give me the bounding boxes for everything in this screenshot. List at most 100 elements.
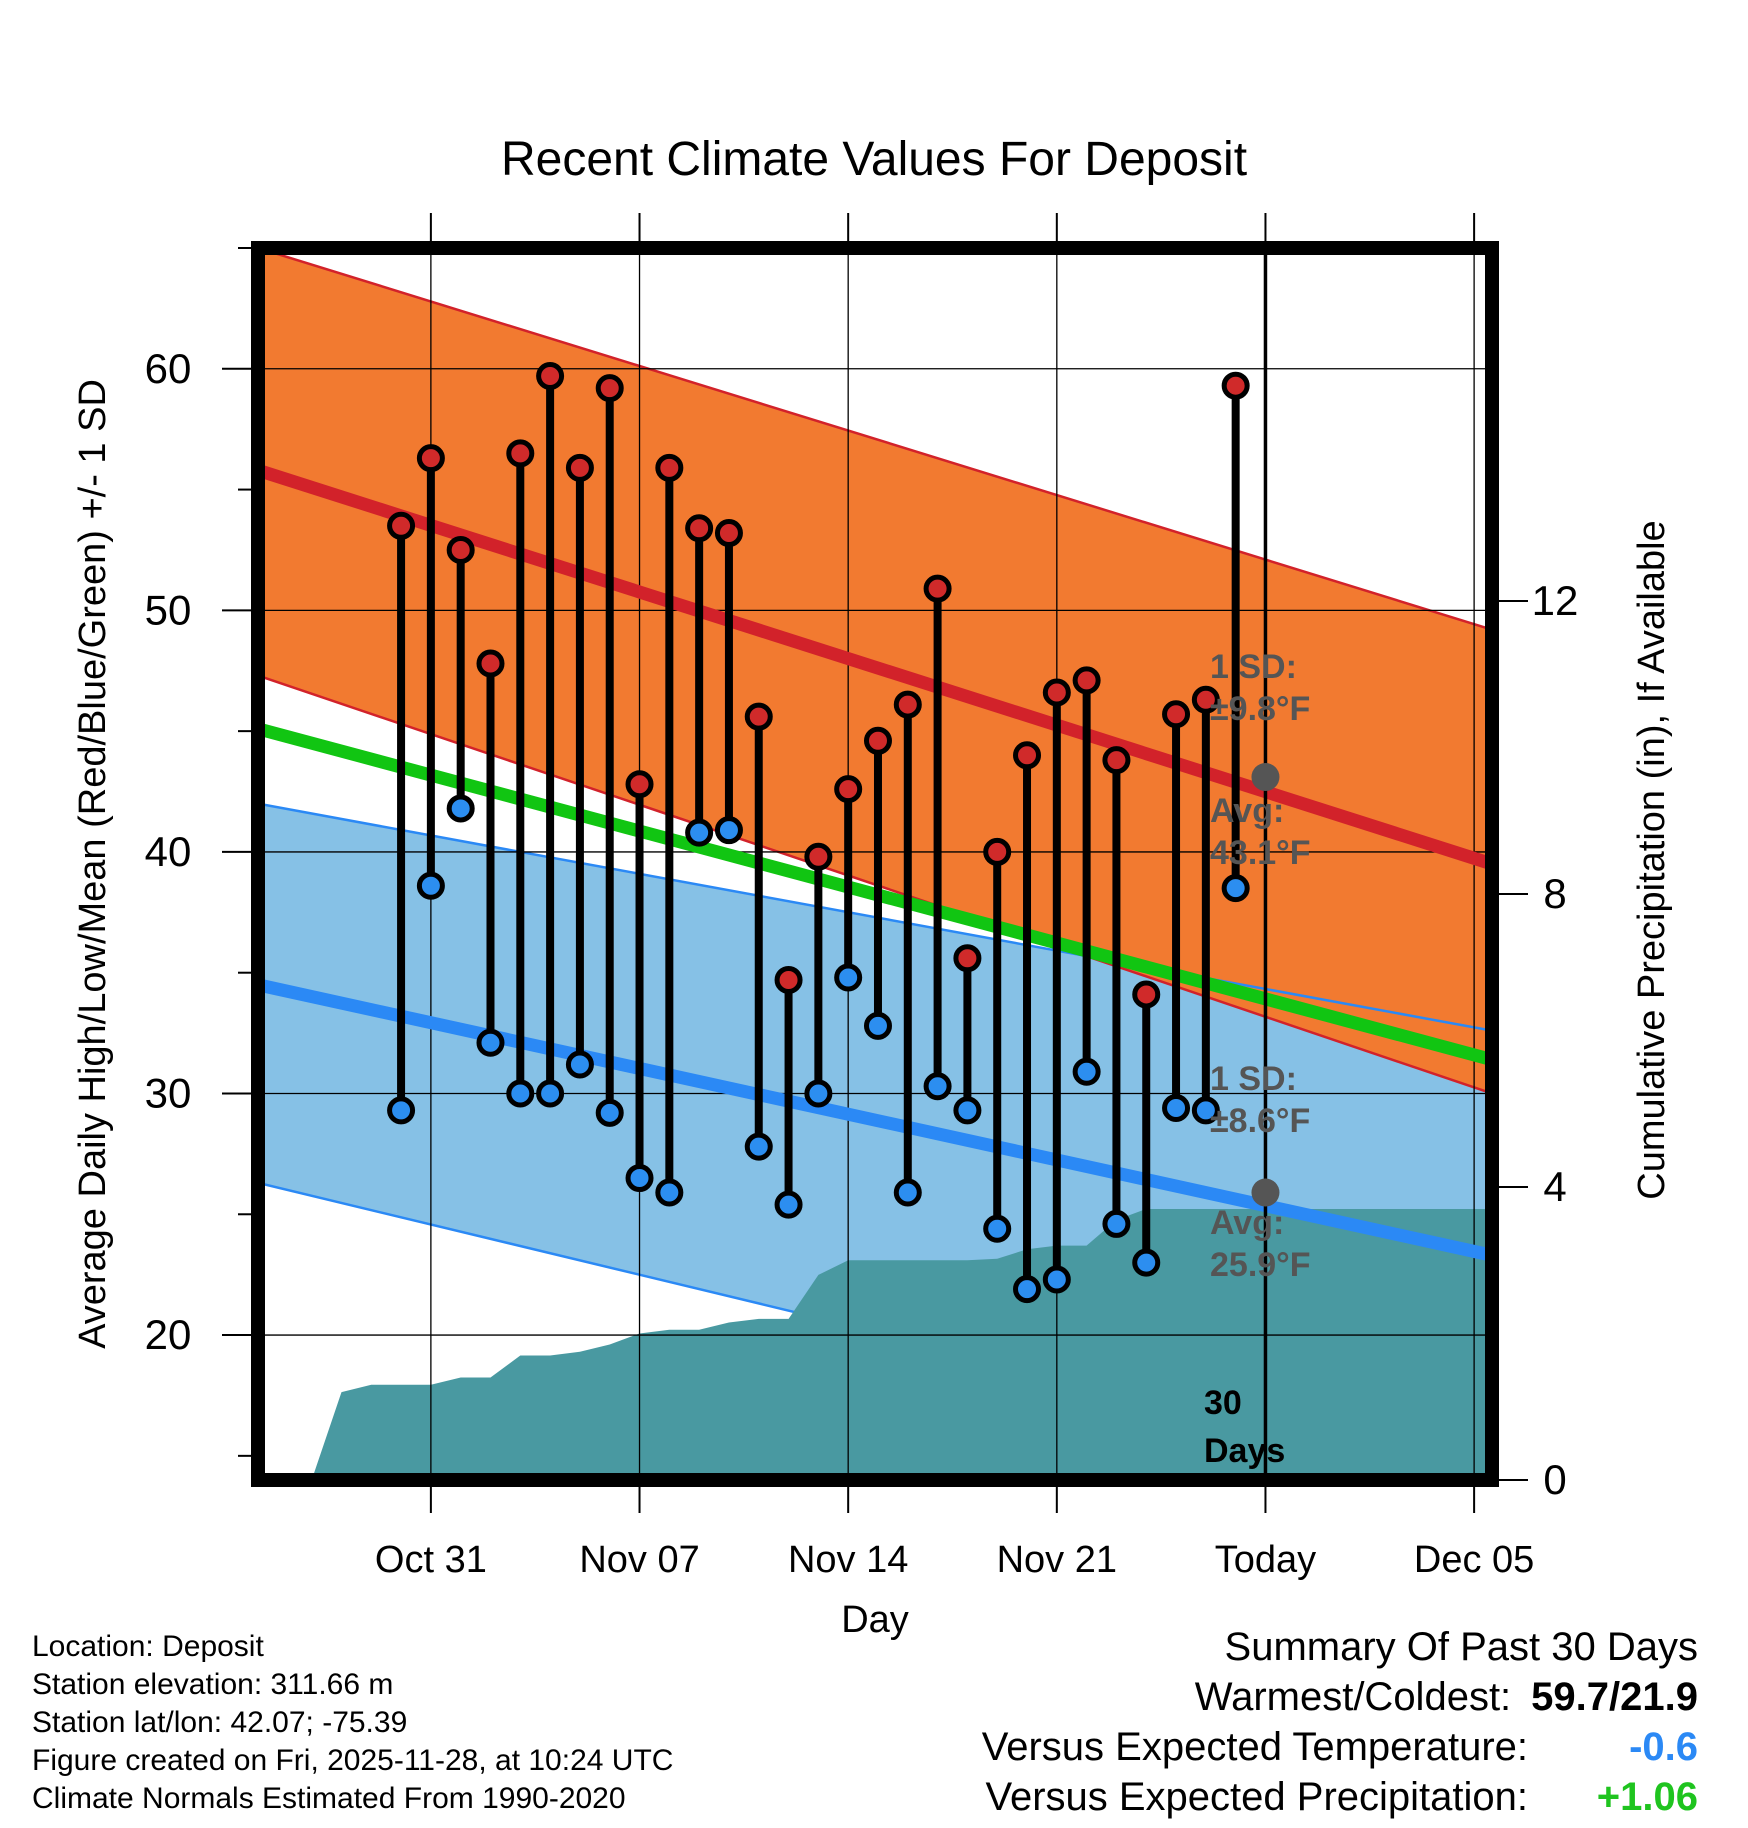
observed-high-point xyxy=(416,444,445,473)
observed-low-point xyxy=(953,1096,982,1125)
x-tick-label: Nov 14 xyxy=(788,1539,908,1581)
latlon-text: Station lat/lon: 42.07; -75.39 xyxy=(32,1706,408,1739)
observed-high-point xyxy=(565,453,594,482)
observed-low-point xyxy=(1191,1096,1220,1125)
x-tick-label: Today xyxy=(1215,1539,1316,1581)
normal-high-today-marker xyxy=(1251,763,1280,792)
y-tick-label: 60 xyxy=(145,345,192,392)
observed-high-point xyxy=(1132,980,1161,1009)
plot-frame xyxy=(251,241,1499,1487)
observed-low-point xyxy=(506,1079,535,1108)
observed-high-point xyxy=(774,965,803,994)
observed-low-point xyxy=(446,794,475,823)
observed-high-point xyxy=(953,944,982,973)
normal-high-line xyxy=(258,464,1492,871)
period-label-number: 30 xyxy=(1204,1384,1242,1422)
observed-low-point xyxy=(625,1164,654,1193)
observed-low-point xyxy=(804,1079,833,1108)
observed-high-point xyxy=(1221,371,1250,400)
observed-low-point xyxy=(655,1178,684,1207)
temp-value: -0.6 xyxy=(1629,1725,1698,1769)
observed-low-point xyxy=(1221,874,1250,903)
observed-low-point xyxy=(1102,1209,1131,1238)
observed-high-point xyxy=(595,374,624,403)
observed-high-point xyxy=(506,439,535,468)
x-tick-label: Nov 07 xyxy=(579,1539,699,1581)
observed-high-point xyxy=(834,775,863,804)
precip-row: Versus Expected Precipitation: +1.06 xyxy=(982,1772,1698,1822)
observed-low-point xyxy=(714,816,743,845)
x-tick-label: Nov 21 xyxy=(997,1539,1117,1581)
high-sd-value: ±9.8°F xyxy=(1210,690,1310,728)
observed-high-point xyxy=(536,362,565,391)
observed-high-point xyxy=(1191,685,1220,714)
x-tick-label: Oct 31 xyxy=(375,1539,487,1581)
low-sd-label: 1 SD: xyxy=(1210,1060,1297,1098)
observed-low-point xyxy=(685,818,714,847)
location-text: Location: Deposit xyxy=(32,1630,264,1663)
observed-high-point xyxy=(804,842,833,871)
y2-tick-label: 4 xyxy=(1543,1163,1566,1210)
observed-low-point xyxy=(536,1079,565,1108)
temp-row: Versus Expected Temperature: -0.6 xyxy=(982,1722,1698,1772)
observed-low-point xyxy=(476,1028,505,1057)
observed-low-point xyxy=(416,871,445,900)
observed-low-point xyxy=(983,1214,1012,1243)
summary-title: Summary Of Past 30 Days xyxy=(1224,1625,1698,1669)
warmest-row: Warmest/Coldest: 59.7/21.9 xyxy=(982,1672,1698,1722)
low-avg-label: Avg: xyxy=(1210,1204,1284,1242)
y-tick-label: 40 xyxy=(145,828,192,875)
y2-tick-label: 8 xyxy=(1543,870,1566,917)
observed-low-point xyxy=(834,963,863,992)
observed-high-point xyxy=(1042,678,1071,707)
low-sd-value: ±8.6°F xyxy=(1210,1102,1310,1140)
station-info: Location: Deposit Station elevation: 311… xyxy=(32,1628,673,1818)
observed-low-point xyxy=(1042,1265,1071,1294)
observed-low-point xyxy=(744,1132,773,1161)
observed-high-point xyxy=(446,535,475,564)
observed-high-point xyxy=(1013,741,1042,770)
y2-tick-label: 0 xyxy=(1543,1456,1566,1503)
observed-high-point xyxy=(387,511,416,540)
y-tick-label: 50 xyxy=(145,586,192,633)
observed-high-point xyxy=(863,726,892,755)
axes: Oct 31 Nov 07 Nov 14 Nov 21 Today Dec 05 20 30 4… xyxy=(145,213,1579,1581)
precip-label: Versus Expected Precipitation: xyxy=(985,1775,1528,1819)
observed-low-point xyxy=(1072,1057,1101,1086)
observed-temperatures xyxy=(387,362,1250,1304)
y2-tick-label: 12 xyxy=(1532,577,1579,624)
observed-high-point xyxy=(923,574,952,603)
low-avg-value: 25.9°F xyxy=(1210,1246,1311,1284)
x-axis-label: Day xyxy=(841,1599,909,1641)
cumulative-precip-area xyxy=(258,1209,1492,1480)
high-avg-value: 43.1°F xyxy=(1210,834,1311,872)
observed-high-point xyxy=(893,690,922,719)
chart-title: Recent Climate Values For Deposit xyxy=(501,133,1247,186)
warmest-label: Warmest/Coldest: xyxy=(1194,1675,1512,1719)
y2-axis-label: Cumulative Precipitation (in), If Availa… xyxy=(1631,520,1673,1199)
period-label-days: Days xyxy=(1204,1432,1285,1470)
observed-low-point xyxy=(1162,1093,1191,1122)
created-text: Figure created on Fri, 2025-11-28, at 10… xyxy=(32,1744,674,1777)
temp-label: Versus Expected Temperature: xyxy=(981,1725,1528,1769)
normals-text: Climate Normals Estimated From 1990-2020 xyxy=(32,1782,626,1815)
observed-low-point xyxy=(863,1011,892,1040)
precip-value: +1.06 xyxy=(1596,1775,1698,1819)
observed-high-point xyxy=(625,770,654,799)
x-tick-label: Dec 05 xyxy=(1414,1539,1534,1581)
summary-panel: Summary Of Past 30 Days Warmest/Coldest:… xyxy=(982,1622,1698,1822)
y-axis-label: Average Daily High/Low/Mean (Red/Blue/Gr… xyxy=(72,379,114,1349)
y-tick-label: 30 xyxy=(145,1069,192,1116)
observed-low-point xyxy=(565,1050,594,1079)
y-tick-label: 20 xyxy=(145,1311,192,1358)
observed-high-point xyxy=(476,649,505,678)
observed-low-point xyxy=(774,1190,803,1219)
observed-low-point xyxy=(1132,1248,1161,1277)
observed-low-point xyxy=(595,1098,624,1127)
normal-low-line xyxy=(258,978,1492,1262)
observed-high-point xyxy=(714,519,743,548)
normal-low-today-marker xyxy=(1251,1178,1280,1207)
high-sd-label: 1 SD: xyxy=(1210,648,1297,686)
observed-low-point xyxy=(387,1096,416,1125)
